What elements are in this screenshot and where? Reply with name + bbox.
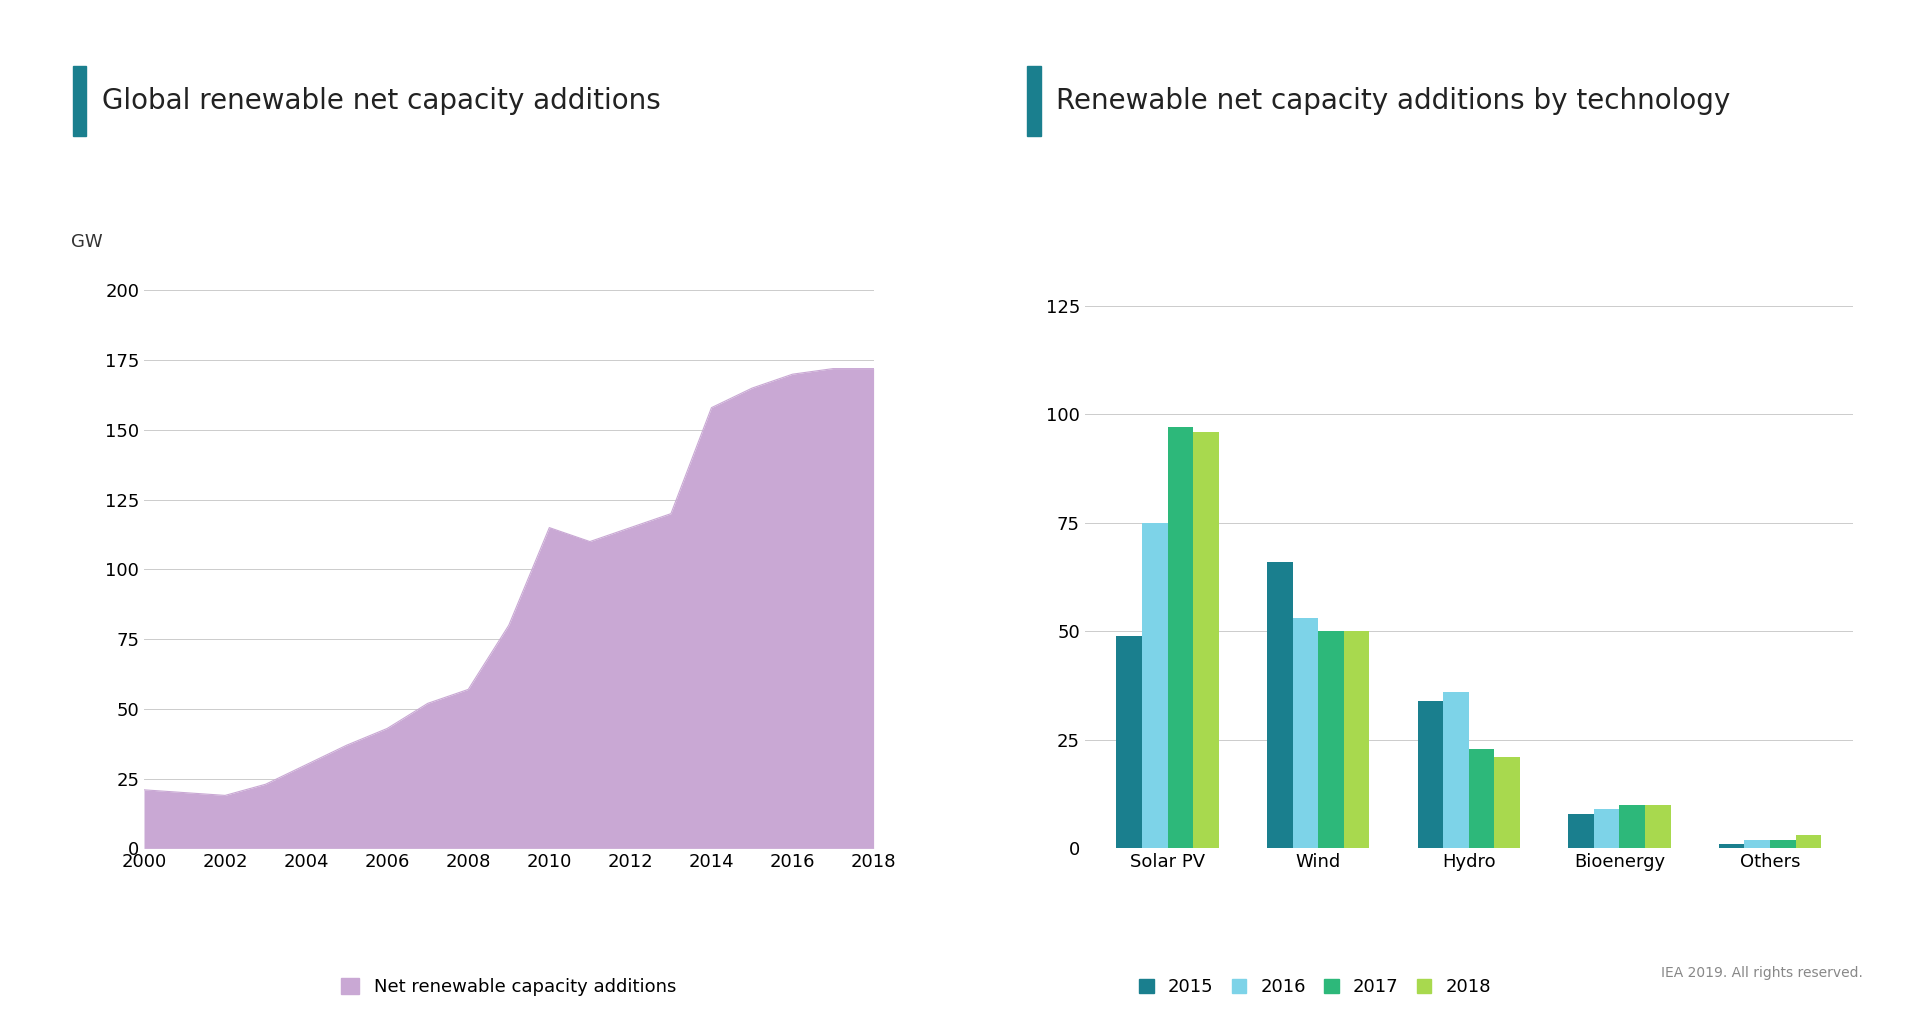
Bar [1167,427,1192,848]
Bar [1718,844,1745,848]
Bar [1267,562,1292,848]
Bar [1319,631,1344,848]
Bar [1569,814,1594,848]
Legend: 2015, 2016, 2017, 2018: 2015, 2016, 2017, 2018 [1133,971,1498,1003]
Text: IEA 2019. All rights reserved.: IEA 2019. All rights reserved. [1661,966,1862,980]
Legend: Net renewable capacity additions: Net renewable capacity additions [334,971,684,1003]
Bar [1795,835,1822,848]
Text: Renewable net capacity additions by technology: Renewable net capacity additions by tech… [1056,87,1730,115]
Bar [1770,839,1795,848]
Text: GW: GW [71,233,102,250]
Bar [1469,748,1494,848]
Bar [1444,692,1469,848]
Bar [1142,523,1167,848]
Bar [1192,432,1219,848]
Bar [1116,635,1142,848]
Bar [1594,809,1619,848]
Bar [1292,618,1319,848]
Bar [1645,805,1670,848]
Bar [1417,701,1444,848]
Text: Global renewable net capacity additions: Global renewable net capacity additions [102,87,660,115]
Bar [1745,839,1770,848]
Bar [1619,805,1645,848]
Bar [1344,631,1369,848]
Bar [1494,758,1521,848]
